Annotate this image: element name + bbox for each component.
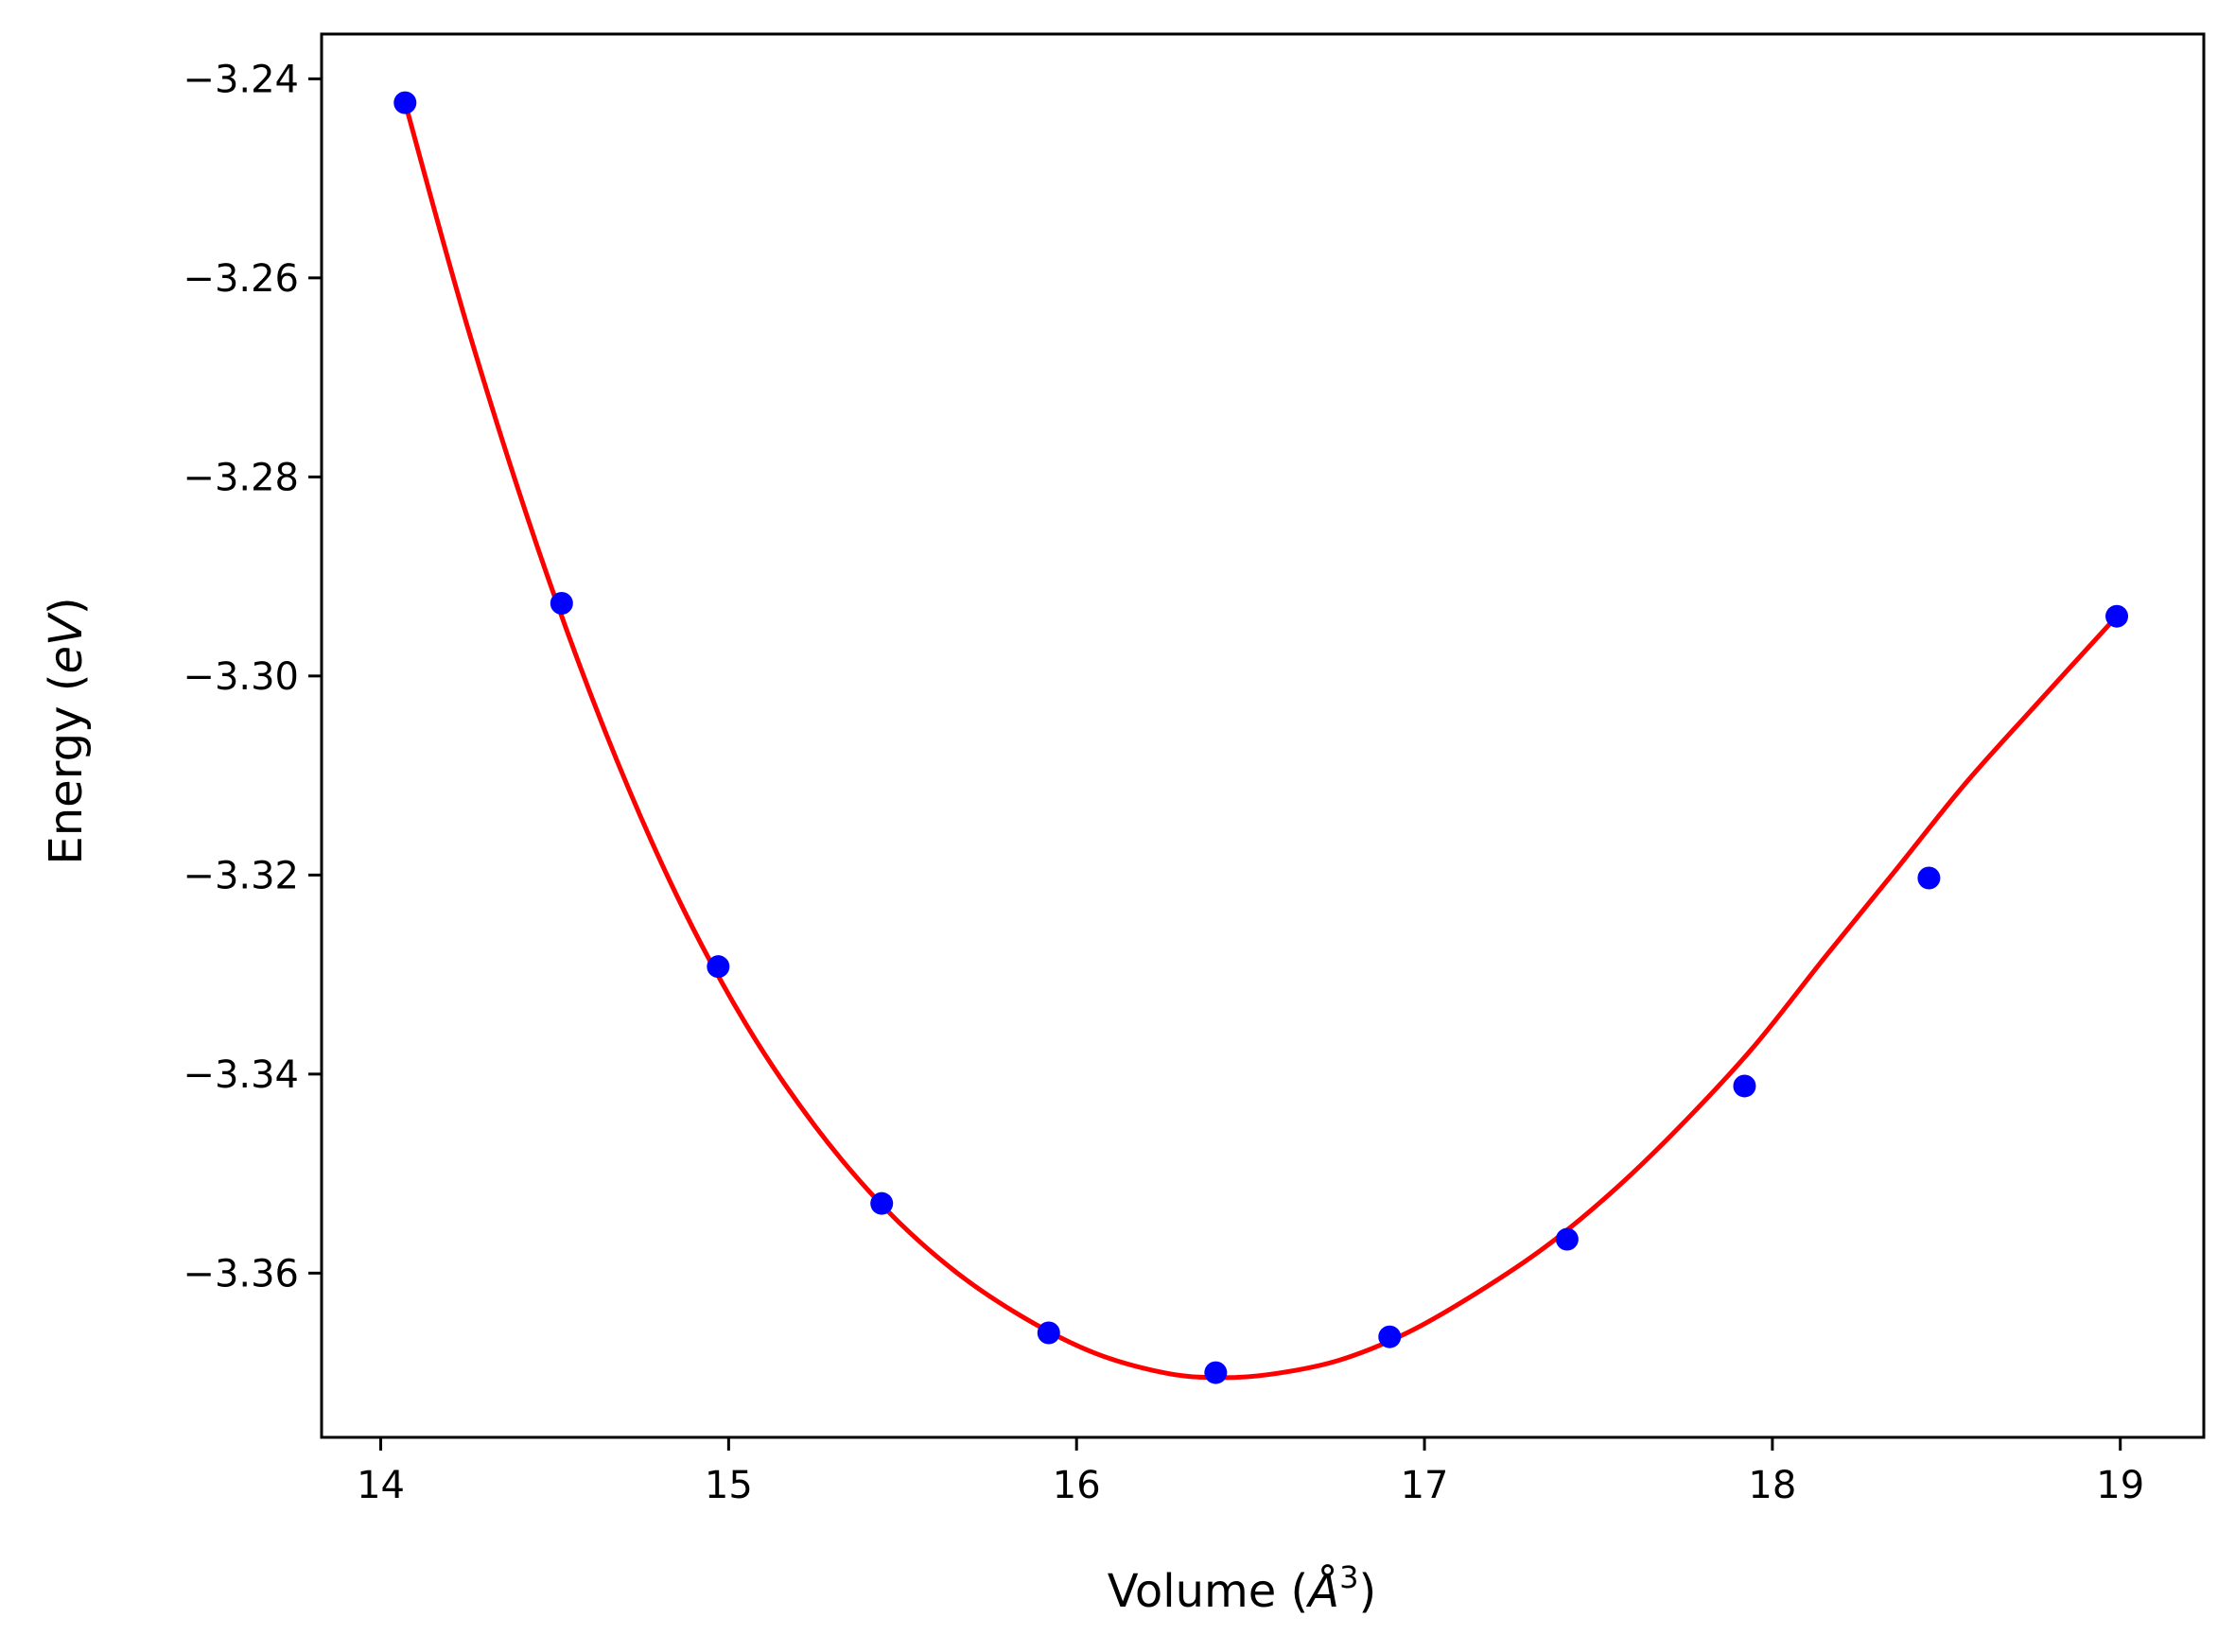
data-point	[1917, 866, 1941, 890]
y-axis-label-unit: eV	[40, 612, 93, 674]
x-axis-label-exponent: 3	[1339, 1559, 1358, 1595]
y-tick-label: −3.26	[183, 257, 299, 301]
data-point	[2105, 604, 2129, 628]
data-point	[1204, 1361, 1228, 1384]
data-point	[393, 91, 417, 114]
data-point	[1733, 1074, 1756, 1098]
x-tick-label: 18	[1748, 1464, 1796, 1507]
data-point	[870, 1191, 894, 1215]
y-axis-ticks: −3.36 −3.34 −3.32 −3.30 −3.28 −3.26 −3.24	[183, 58, 322, 1296]
data-point	[550, 592, 573, 616]
y-axis-label: Energy (eV)	[40, 597, 93, 864]
x-axis-label-close: )	[1358, 1565, 1376, 1618]
y-tick-label: −3.32	[183, 854, 299, 897]
x-axis-label-text: Volume (	[1108, 1565, 1309, 1618]
y-tick-label: −3.28	[183, 456, 299, 499]
x-tick-label: 15	[705, 1464, 753, 1507]
y-tick-label: −3.34	[183, 1053, 299, 1097]
plot-frame	[320, 32, 2206, 1439]
y-tick-label: −3.30	[183, 655, 299, 699]
x-tick-label: 14	[357, 1464, 405, 1507]
y-tick-label: −3.36	[183, 1252, 299, 1296]
y-axis-label-text: Energy (	[40, 674, 93, 865]
data-point	[1037, 1321, 1060, 1345]
x-axis-ticks: 14 15 16 17 18 19	[357, 1437, 2144, 1507]
y-tick-label: −3.24	[183, 58, 299, 101]
data-points	[393, 91, 2129, 1384]
data-point	[1555, 1227, 1579, 1251]
x-tick-label: 19	[2096, 1464, 2144, 1507]
data-point	[1378, 1325, 1402, 1348]
y-axis-label-close: )	[40, 597, 93, 615]
x-tick-label: 16	[1053, 1464, 1101, 1507]
x-axis-label-symbol: Å	[1305, 1564, 1339, 1618]
data-point	[707, 955, 730, 979]
x-axis-label: Volume (Å3)	[1108, 1559, 1376, 1618]
fit-curve-line	[402, 101, 2119, 1381]
x-tick-label: 17	[1401, 1464, 1449, 1507]
